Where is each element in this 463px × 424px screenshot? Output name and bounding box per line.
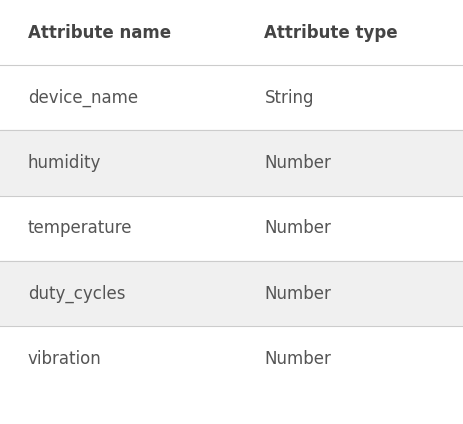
Bar [0,0,463,65]
Text: Number: Number [264,285,331,303]
Bar [0,196,463,261]
Text: duty_cycles: duty_cycles [28,285,125,303]
Text: Attribute name: Attribute name [28,24,170,42]
Text: humidity: humidity [28,154,101,172]
Bar [0,131,463,196]
Text: Attribute type: Attribute type [264,24,397,42]
Bar [0,261,463,326]
Text: Number: Number [264,154,331,172]
Bar [0,326,463,391]
Text: temperature: temperature [28,219,132,237]
Text: device_name: device_name [28,89,138,107]
Text: Number: Number [264,219,331,237]
Bar [0,65,463,131]
Text: String: String [264,89,313,107]
Text: Number: Number [264,350,331,368]
Text: vibration: vibration [28,350,101,368]
